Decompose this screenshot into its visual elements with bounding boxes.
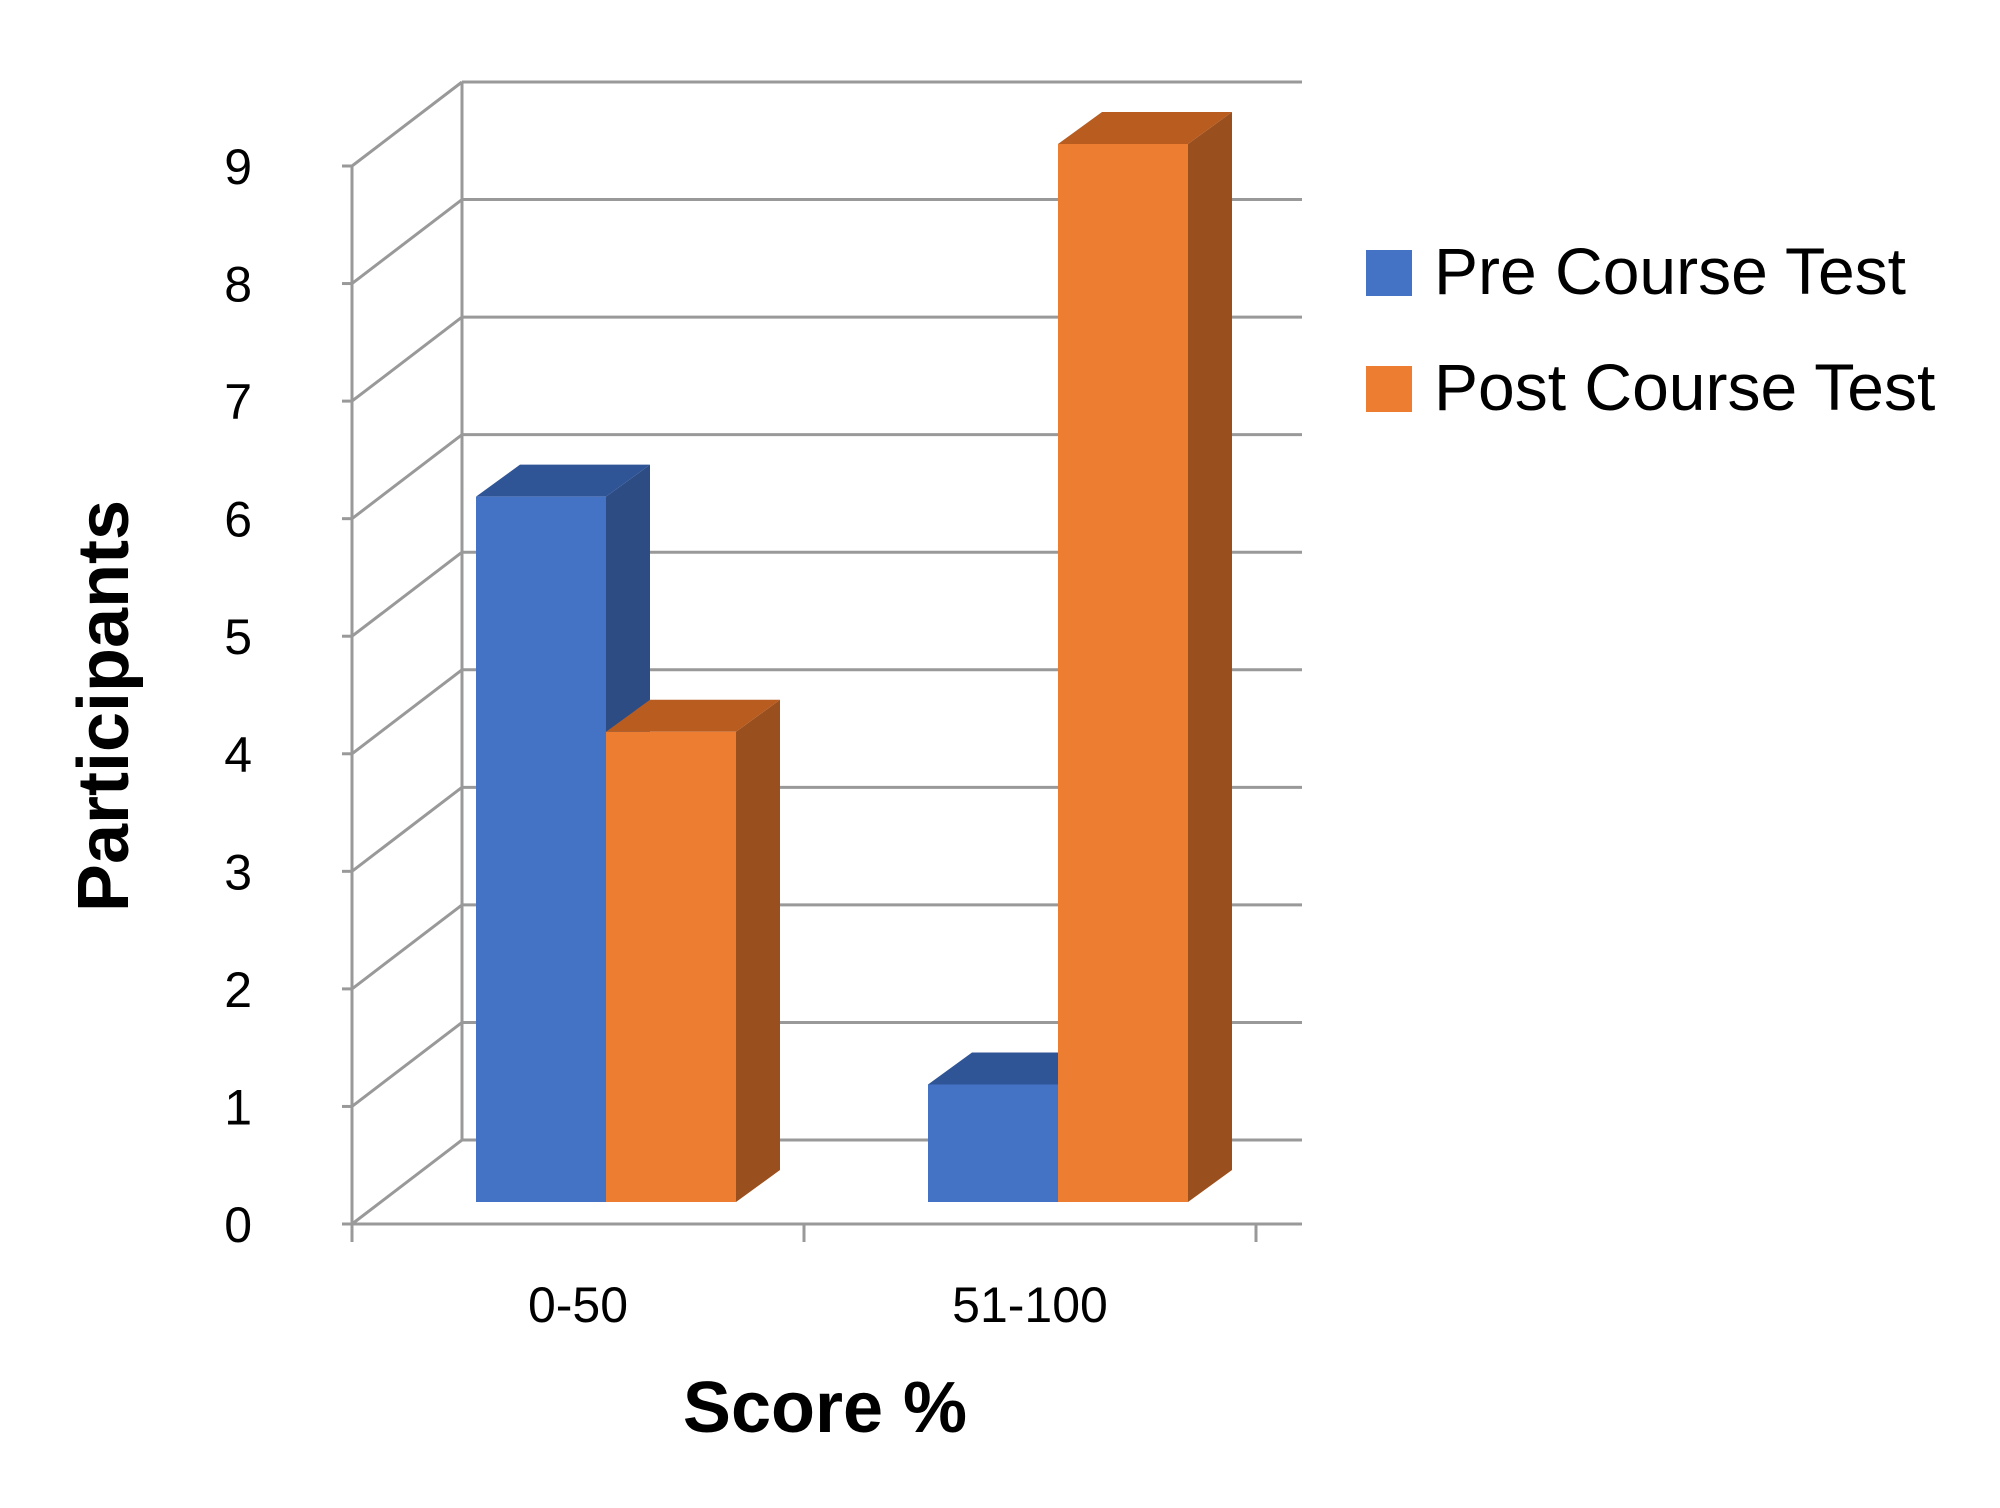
y-tick-label: 3 [224, 844, 252, 900]
y-tick-label: 9 [224, 139, 252, 195]
y-tick-label: 0 [224, 1197, 252, 1253]
side-wall-line [351, 1021, 463, 1108]
x-axis-title: Score % [683, 1368, 967, 1448]
legend-label-pre: Pre Course Test [1434, 234, 1906, 308]
legend-swatch-pre [1366, 250, 1412, 296]
bar-post-course-test-0-50 [606, 699, 780, 1202]
y-tick-label: 8 [224, 257, 252, 313]
side-wall-line [351, 1138, 463, 1226]
side-wall-line [351, 786, 463, 873]
bar-side [1188, 112, 1232, 1202]
bar-top [1058, 112, 1232, 144]
bar-side [736, 699, 780, 1202]
x-tick-labels: 0-50 51-100 [528, 1277, 1108, 1333]
y-tick-label: 4 [224, 727, 252, 783]
bar-front [476, 496, 606, 1203]
side-wall-line [351, 315, 463, 403]
legend-item-post: Post Course Test [1366, 350, 1935, 424]
y-tick-label: 5 [224, 609, 252, 665]
bar-post-course-test-51-100 [1058, 112, 1232, 1202]
bar-top [606, 699, 780, 732]
bar-front [928, 1084, 1058, 1202]
y-axis-title: Participants [64, 500, 144, 912]
bar-front [606, 731, 736, 1202]
x-tick-label: 51-100 [952, 1277, 1108, 1333]
legend-label-post: Post Course Test [1434, 350, 1935, 424]
y-tick-label: 7 [224, 374, 252, 430]
bar-front [1058, 144, 1188, 1202]
side-wall-line [351, 668, 463, 755]
side-wall-line [351, 80, 463, 168]
side-wall-line [351, 198, 463, 285]
bars-group [476, 112, 1232, 1203]
y-tick-label: 2 [224, 962, 252, 1018]
y-tick-label: 1 [224, 1079, 252, 1135]
side-wall-line [351, 433, 463, 520]
bar-top [476, 464, 650, 497]
x-tick-label: 0-50 [528, 1277, 628, 1333]
legend-item-pre: Pre Course Test [1366, 234, 1906, 308]
side-wall-line [351, 551, 463, 638]
side-wall-line [351, 903, 463, 991]
legend-swatch-post [1366, 366, 1412, 412]
y-tick-label: 6 [224, 492, 252, 548]
legend: Pre Course Test Post Course Test [1366, 234, 1935, 424]
y-tick-labels: 0 1 2 3 4 5 6 7 8 9 [224, 139, 252, 1253]
